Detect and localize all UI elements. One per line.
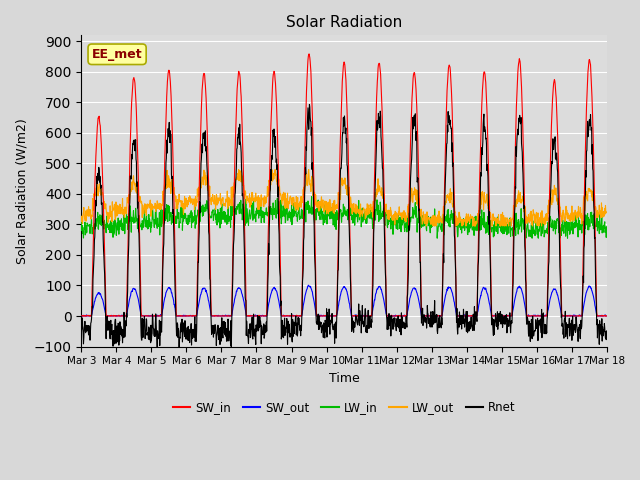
SW_out bbox=[182, 313, 189, 319]
LW_out bbox=[195, 193, 202, 199]
LW_out bbox=[495, 212, 502, 217]
Rnet bbox=[195, 259, 202, 265]
LW_in bbox=[426, 220, 433, 226]
SW_in bbox=[77, 313, 85, 319]
LW_out bbox=[182, 197, 189, 203]
Title: Solar Radiation: Solar Radiation bbox=[286, 15, 402, 30]
Line: SW_in: SW_in bbox=[81, 54, 607, 316]
Line: SW_out: SW_out bbox=[81, 285, 607, 316]
SW_out bbox=[541, 313, 548, 319]
LW_in bbox=[77, 219, 85, 225]
SW_in bbox=[253, 313, 260, 319]
SW_in bbox=[541, 313, 548, 319]
SW_in bbox=[603, 313, 611, 319]
LW_in bbox=[253, 205, 260, 211]
SW_out bbox=[253, 312, 260, 318]
Y-axis label: Solar Radiation (W/m2): Solar Radiation (W/m2) bbox=[15, 118, 28, 264]
LW_in bbox=[603, 224, 611, 230]
Line: Rnet: Rnet bbox=[81, 105, 607, 352]
Rnet bbox=[603, 328, 611, 334]
Legend: SW_in, SW_out, LW_in, LW_out, Rnet: SW_in, SW_out, LW_in, LW_out, Rnet bbox=[168, 396, 520, 419]
X-axis label: Time: Time bbox=[329, 372, 360, 385]
SW_out bbox=[603, 313, 611, 319]
LW_in bbox=[541, 228, 548, 233]
Rnet bbox=[77, 313, 85, 319]
SW_in bbox=[305, 51, 313, 57]
Rnet bbox=[541, 322, 548, 327]
LW_out bbox=[541, 220, 548, 226]
Rnet bbox=[182, 327, 189, 333]
LW_in bbox=[182, 215, 189, 221]
LW_out bbox=[235, 167, 243, 172]
SW_in bbox=[195, 237, 202, 242]
SW_in bbox=[182, 313, 189, 319]
SW_out bbox=[195, 305, 202, 311]
LW_in bbox=[195, 207, 202, 213]
SW_in bbox=[426, 313, 433, 319]
Text: EE_met: EE_met bbox=[92, 48, 143, 61]
Rnet bbox=[305, 102, 313, 108]
Line: LW_out: LW_out bbox=[81, 169, 607, 226]
LW_in bbox=[308, 194, 316, 200]
LW_out bbox=[253, 199, 261, 204]
Rnet bbox=[426, 323, 434, 329]
LW_in bbox=[433, 235, 441, 241]
SW_out bbox=[426, 313, 433, 319]
Rnet bbox=[495, 322, 502, 328]
LW_out bbox=[77, 218, 85, 224]
LW_out bbox=[603, 209, 611, 215]
LW_out bbox=[422, 223, 430, 229]
LW_in bbox=[495, 222, 502, 228]
SW_out bbox=[77, 313, 85, 319]
SW_in bbox=[494, 313, 502, 319]
Line: LW_in: LW_in bbox=[81, 197, 607, 238]
LW_out bbox=[426, 216, 434, 221]
Rnet bbox=[253, 320, 261, 325]
SW_out bbox=[305, 282, 312, 288]
Rnet bbox=[175, 349, 183, 355]
SW_out bbox=[494, 313, 502, 319]
